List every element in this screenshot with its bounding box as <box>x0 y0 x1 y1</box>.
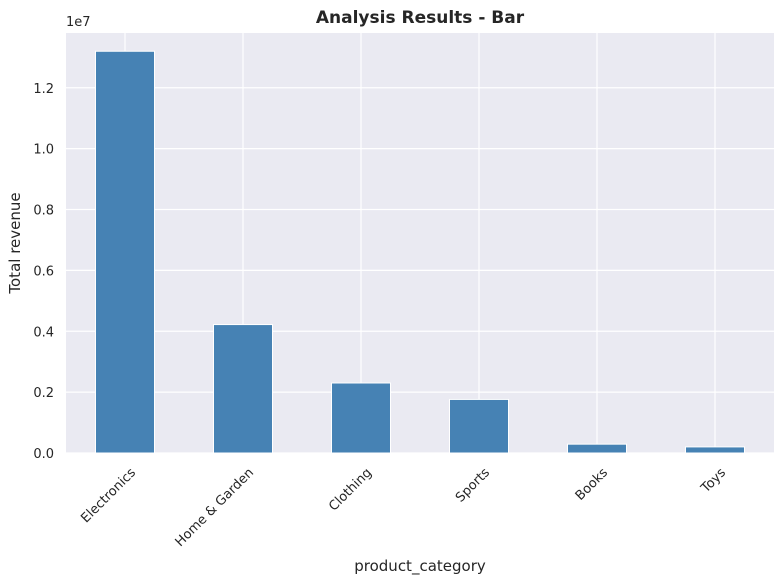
y-tick-label: 0.6 <box>33 264 54 279</box>
x-axis-label: product_category <box>354 557 486 576</box>
y-tick-labels: 0.0 0.2 0.4 0.6 0.8 1.0 1.2 <box>33 82 54 462</box>
x-tick-label: Toys <box>698 465 729 496</box>
y-axis-offset-label: 1e7 <box>66 15 91 30</box>
bar-clothing <box>331 382 391 454</box>
y-tick-label: 0.0 <box>33 447 54 462</box>
bars <box>95 50 745 454</box>
x-tick-label: Home & Garden <box>173 465 257 549</box>
y-tick-label: 1.0 <box>33 143 54 158</box>
chart-title: Analysis Results - Bar <box>316 8 525 28</box>
bar-toys <box>685 446 745 454</box>
x-tick-label: Books <box>573 465 611 503</box>
x-tick-labels: Electronics Home & Garden Clothing Sports Bo… <box>78 465 729 550</box>
bar-home-garden <box>213 324 273 454</box>
y-axis-label: Total revenue <box>6 192 24 294</box>
bar-books <box>567 443 627 454</box>
plot-background <box>66 33 774 453</box>
y-tick-label: 0.8 <box>33 204 54 219</box>
x-tick-label: Clothing <box>326 465 375 514</box>
y-tick-label: 0.2 <box>33 386 54 401</box>
x-tick-label: Electronics <box>78 465 139 526</box>
y-tick-label: 1.2 <box>33 82 54 97</box>
bar-sports <box>449 398 509 454</box>
x-tick-label: Sports <box>453 465 493 505</box>
bar-electronics <box>95 50 155 454</box>
grid-lines <box>66 33 774 454</box>
y-tick-label: 0.4 <box>33 325 54 340</box>
